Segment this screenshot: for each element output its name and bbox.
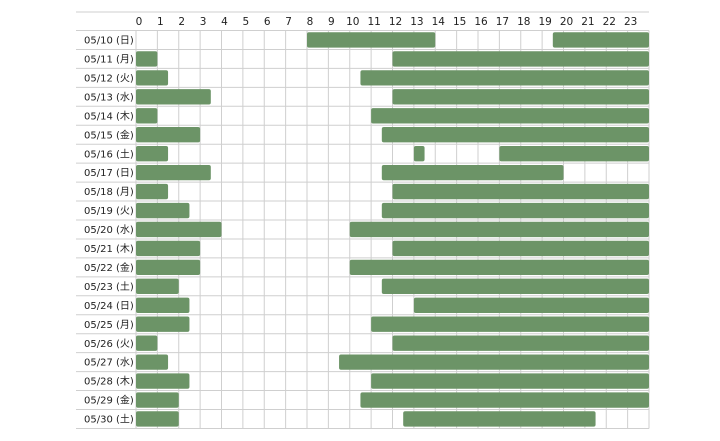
hour-tick-label: 8 — [307, 16, 314, 28]
sleep-bar — [360, 392, 649, 408]
date-label: 05/28 (木) — [84, 376, 134, 388]
sleep-bar — [136, 335, 158, 351]
sleep-bar — [136, 373, 190, 389]
date-label: 05/10 (日) — [84, 36, 134, 47]
hour-tick-label: 16 — [474, 16, 488, 28]
hour-tick-label: 4 — [221, 16, 228, 28]
hour-axis: 0 1 2 3 4 5 6 7 8 9 10 11 12 13 14 15 16 17 18 19 20 21 22 23 — [136, 16, 638, 28]
sleep-bar — [349, 221, 649, 238]
date-label: 05/18 (月) — [84, 186, 134, 198]
sleep-bar — [136, 354, 169, 370]
date-axis: 05/10 (日) 05/11 (月) 05/12 (火) 05/13 (水) 05/1… — [84, 36, 134, 426]
hour-tick-label: 7 — [285, 16, 292, 28]
sleep-bar — [136, 221, 222, 238]
hour-tick-label: 3 — [200, 16, 207, 28]
hour-tick-label: 19 — [538, 16, 551, 28]
hour-tick-label: 10 — [346, 16, 359, 28]
date-label: 05/19 (火) — [84, 205, 134, 217]
sleep-bar — [136, 316, 190, 332]
sleep-bar — [349, 259, 649, 276]
sleep-bar — [381, 164, 564, 181]
chart-bars — [136, 32, 649, 427]
date-label: 05/17 (日) — [84, 168, 134, 179]
sleep-bar — [403, 411, 596, 427]
date-label: 05/25 (月) — [84, 319, 134, 331]
sleep-bar — [381, 127, 649, 143]
date-label: 05/15 (金) — [84, 128, 134, 141]
sleep-bar — [136, 278, 179, 294]
sleep-bar — [339, 354, 649, 370]
hour-tick-label: 12 — [389, 16, 402, 28]
date-label: 05/23 (土) — [84, 280, 134, 293]
sleep-bar — [136, 108, 158, 124]
hour-tick-label: 0 — [136, 16, 143, 28]
sleep-bar — [392, 183, 649, 200]
date-label: 05/21 (木) — [84, 243, 134, 255]
hour-tick-label: 15 — [453, 16, 466, 28]
hour-tick-label: 18 — [517, 16, 530, 28]
date-label: 05/24 (日) — [84, 301, 134, 312]
sleep-bar — [136, 392, 179, 408]
hour-tick-label: 21 — [581, 16, 594, 28]
sleep-bar — [360, 70, 649, 86]
sleep-bar — [136, 183, 169, 200]
date-label: 05/27 (水) — [84, 357, 134, 369]
sleep-bar — [136, 202, 190, 219]
date-label: 05/30 (土) — [84, 413, 134, 426]
hour-tick-label: 23 — [624, 16, 637, 28]
sleep-bar — [381, 278, 649, 294]
hour-tick-label: 14 — [432, 16, 446, 28]
date-label: 05/22 (金) — [84, 261, 134, 274]
sleep-bar — [413, 297, 649, 313]
hour-tick-label: 17 — [496, 16, 509, 28]
date-label: 05/11 (月) — [84, 54, 134, 66]
sleep-bar — [499, 146, 649, 162]
sleep-bar — [392, 335, 649, 351]
sleep-bar — [381, 202, 649, 219]
sleep-bar — [552, 32, 649, 48]
sleep-bar — [136, 411, 179, 427]
date-label: 05/13 (水) — [84, 91, 134, 103]
sleep-bar — [136, 51, 158, 67]
sleep-bar — [392, 240, 649, 257]
hour-tick-label: 9 — [328, 16, 335, 28]
date-label: 05/16 (土) — [84, 147, 134, 160]
hour-tick-label: 6 — [264, 16, 271, 28]
hour-tick-label: 20 — [560, 16, 573, 28]
date-label: 05/26 (火) — [84, 338, 134, 350]
date-label: 05/20 (水) — [84, 224, 134, 236]
sleep-bar — [136, 89, 211, 105]
date-label: 05/14 (木) — [84, 110, 134, 122]
hour-tick-label: 11 — [367, 16, 380, 28]
sleep-bar — [136, 146, 169, 162]
sleep-bar — [371, 316, 649, 332]
hour-tick-label: 1 — [157, 16, 164, 28]
sleep-bar — [371, 108, 649, 124]
sleep-bar — [136, 164, 211, 181]
sleep-bar — [136, 70, 169, 86]
date-label: 05/29 (金) — [84, 394, 134, 407]
sleep-bar — [136, 297, 190, 313]
sleep-bar — [413, 146, 425, 162]
sleep-bar — [136, 259, 201, 276]
sleep-bar — [136, 240, 201, 257]
sleep-bar — [136, 127, 201, 143]
hour-tick-label: 13 — [410, 16, 423, 28]
date-label: 05/12 (火) — [84, 72, 134, 84]
sleep-bar — [307, 32, 436, 48]
sleep-bar — [392, 89, 649, 105]
hour-tick-label: 2 — [178, 16, 185, 28]
hour-tick-label: 22 — [603, 16, 616, 28]
hour-tick-label: 5 — [243, 16, 250, 28]
sleep-bar — [371, 373, 649, 389]
sleep-bar — [392, 51, 649, 67]
